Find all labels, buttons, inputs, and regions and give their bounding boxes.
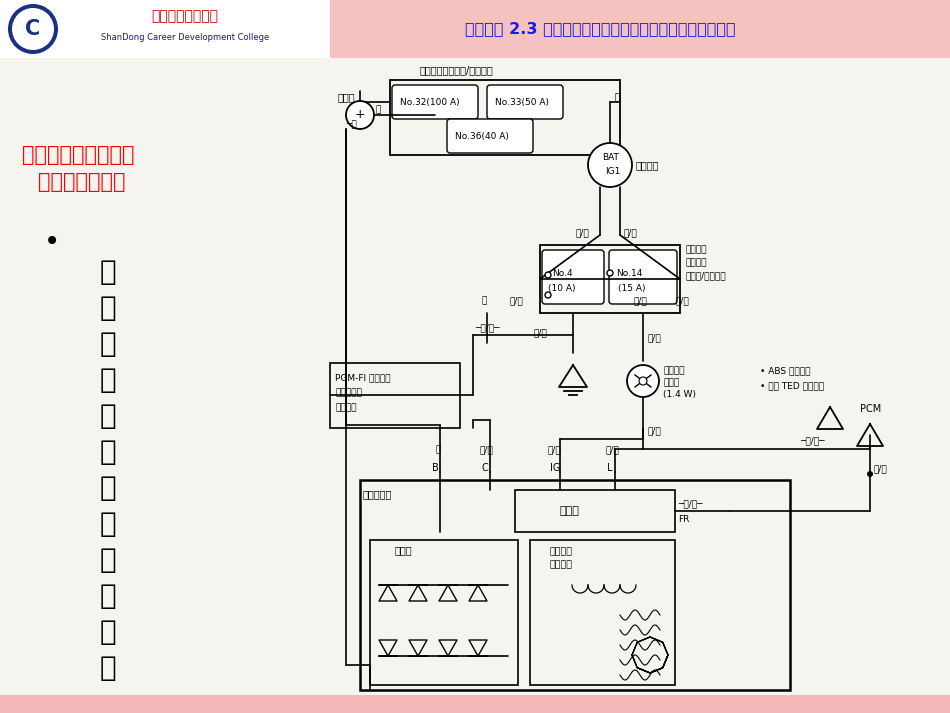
Text: No.14: No.14 <box>616 269 642 277</box>
Text: •: • <box>44 228 60 256</box>
Circle shape <box>346 101 374 129</box>
Text: No.4: No.4 <box>552 269 573 277</box>
Text: 黑: 黑 <box>435 446 441 454</box>
Text: +: + <box>354 108 366 121</box>
Text: IG: IG <box>550 463 560 473</box>
Circle shape <box>588 143 632 187</box>
Text: 白/绿: 白/绿 <box>510 297 523 305</box>
Text: 测: 测 <box>100 582 116 610</box>
Text: PCM: PCM <box>860 404 882 414</box>
Bar <box>515 490 675 532</box>
Text: 电: 电 <box>100 330 116 358</box>
Bar <box>330 363 460 428</box>
Text: 白/蓝: 白/蓝 <box>675 297 689 305</box>
Text: 调节器: 调节器 <box>560 506 580 516</box>
Text: 定子绕组: 定子绕组 <box>550 560 573 570</box>
Text: 白/绿: 白/绿 <box>480 446 494 454</box>
Text: ─黑: ─黑 <box>346 120 357 130</box>
Text: B: B <box>431 463 438 473</box>
Text: 点火开关: 点火开关 <box>636 160 659 170</box>
FancyBboxPatch shape <box>392 85 478 119</box>
Text: No.33(50 A): No.33(50 A) <box>495 98 549 106</box>
Text: 源系统检修方法: 源系统检修方法 <box>38 172 125 192</box>
Bar <box>0 0 330 58</box>
Text: ＋: ＋ <box>376 106 381 115</box>
FancyBboxPatch shape <box>542 250 604 304</box>
Text: (1.4 W): (1.4 W) <box>663 391 696 399</box>
FancyBboxPatch shape <box>447 119 533 153</box>
FancyBboxPatch shape <box>609 250 677 304</box>
Text: 白/绿: 白/绿 <box>533 329 547 337</box>
Circle shape <box>867 471 873 477</box>
Text: PGM-FI 主继电器: PGM-FI 主继电器 <box>335 374 390 382</box>
Text: C: C <box>26 19 41 39</box>
Text: 控制装置: 控制装置 <box>335 404 356 413</box>
Circle shape <box>8 4 58 54</box>
Text: 仪表板下: 仪表板下 <box>685 259 707 267</box>
Circle shape <box>607 270 613 276</box>
Text: ─白/红─: ─白/红─ <box>678 500 702 508</box>
Text: 指: 指 <box>100 366 116 394</box>
Text: 白: 白 <box>615 91 621 101</box>
Text: 白/绿: 白/绿 <box>873 464 886 473</box>
Text: ─白/绿─: ─白/绿─ <box>475 324 500 332</box>
FancyBboxPatch shape <box>487 85 563 119</box>
Bar <box>540 245 680 313</box>
Bar <box>390 80 620 155</box>
Text: 白/蓝: 白/蓝 <box>647 426 661 436</box>
Circle shape <box>639 377 647 385</box>
Text: FR: FR <box>678 515 690 525</box>
Text: 黑/黄: 黑/黄 <box>623 228 636 237</box>
Text: 黑/黄: 黑/黄 <box>548 446 561 454</box>
Text: No.36(40 A): No.36(40 A) <box>455 131 509 140</box>
Text: 充: 充 <box>100 294 116 322</box>
Text: 发动机盖下易熔线/断电器盒: 发动机盖下易熔线/断电器盒 <box>420 65 494 75</box>
Text: 指示灯: 指示灯 <box>663 379 679 387</box>
Text: 熔断器/继电器盒: 熔断器/继电器盒 <box>685 272 726 280</box>
Text: 学习任务 2.3 发电机不发电或充电指示灯突然点亮故障检修: 学习任务 2.3 发电机不发电或充电指示灯突然点亮故障检修 <box>465 21 735 36</box>
Text: (15 A): (15 A) <box>618 284 645 292</box>
Text: 以: 以 <box>100 258 116 286</box>
Text: 白/蓝: 白/蓝 <box>605 446 618 454</box>
Text: 黑/黄: 黑/黄 <box>633 297 647 305</box>
Text: 充电系统: 充电系统 <box>663 366 685 376</box>
Text: C: C <box>482 463 488 473</box>
Bar <box>360 480 790 690</box>
Text: • 集成 TED 控制装置: • 集成 TED 控制装置 <box>760 381 824 391</box>
Bar <box>0 695 950 713</box>
Text: 示: 示 <box>100 402 116 430</box>
Text: 蓄电池: 蓄电池 <box>338 92 355 102</box>
Text: ─白/蓝─: ─白/蓝─ <box>800 436 825 446</box>
Circle shape <box>627 365 659 397</box>
Text: 磁场绕组: 磁场绕组 <box>550 548 573 557</box>
Text: 灯: 灯 <box>100 438 116 466</box>
Text: 黑: 黑 <box>482 297 487 305</box>
Bar <box>530 540 675 685</box>
Circle shape <box>12 8 54 50</box>
Text: 故: 故 <box>100 474 116 502</box>
Text: 黑/黄: 黑/黄 <box>647 334 661 342</box>
Bar <box>370 540 518 685</box>
Text: ShanDong Career Development College: ShanDong Career Development College <box>101 34 269 43</box>
Text: 白/红: 白/红 <box>575 228 589 237</box>
Text: IG1: IG1 <box>605 167 620 175</box>
Text: • ABS 控制装置: • ABS 控制装置 <box>760 366 810 376</box>
Text: L: L <box>607 463 613 473</box>
Text: 障: 障 <box>100 510 116 538</box>
Text: 驾驶席侧: 驾驶席侧 <box>685 245 707 255</box>
Text: 为: 为 <box>100 618 116 646</box>
Circle shape <box>545 292 551 298</box>
Text: 防起动装置: 防起动装置 <box>335 389 362 398</box>
Text: 整流器: 整流器 <box>395 545 412 555</box>
Text: 交流发电机: 交流发电机 <box>363 489 392 499</box>
Text: 一、本田雅阁轿车电: 一、本田雅阁轿车电 <box>22 145 135 165</box>
Text: 检: 检 <box>100 546 116 574</box>
Bar <box>330 0 950 58</box>
Text: BAT: BAT <box>602 153 618 163</box>
Text: (10 A): (10 A) <box>548 284 576 292</box>
Text: No.32(100 A): No.32(100 A) <box>400 98 460 106</box>
Text: 例: 例 <box>100 654 116 682</box>
Text: 山东铝工职业学院: 山东铝工职业学院 <box>151 9 218 23</box>
Circle shape <box>545 272 551 278</box>
